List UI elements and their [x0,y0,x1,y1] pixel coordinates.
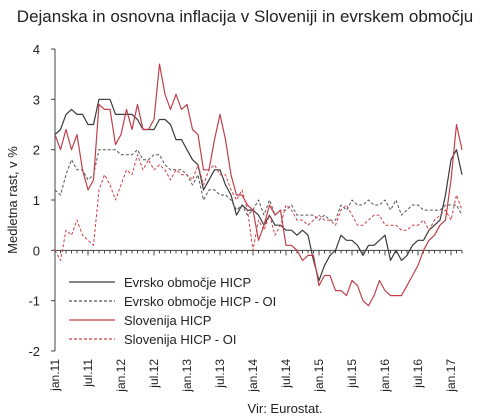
y-axis-label: Medletna rast, v % [5,146,20,254]
series-line-1 [54,98,463,282]
x-tick-label: jan.12 [114,359,128,393]
x-tick-label: jan.15 [312,359,326,393]
x-tick-label: jan.17 [444,359,458,393]
y-tick-label: 0 [33,243,40,258]
legend-label: Slovenija HICP [124,313,211,328]
x-tick-label: jul.11 [81,359,95,388]
legend: Evrsko območje HICP Evrsko območje HICP -… [69,275,276,347]
x-tick-label: jul.12 [147,359,161,389]
axes-layer: 4 3 2 1 0 -1 -2 jan.11 jul.11 jan.12 jul.12 jan.13 j… [28,42,463,393]
x-tick-label: jul.13 [213,359,227,389]
source-note: Vir: Eurostat. [248,401,323,416]
y-tick-label: 3 [33,92,40,107]
y-tick-label: 4 [33,42,40,57]
x-tick-label: jul.14 [279,359,293,389]
chart-title: Dejanska in osnovna inflacija v Slovenij… [16,7,474,26]
x-tick-label: jan.11 [48,359,62,392]
x-tick-label: jul.16 [411,359,425,389]
series-line-3 [54,63,463,307]
y-tick-label: -1 [28,294,40,309]
x-tick-label: jan.14 [246,359,260,393]
y-tick-label: -2 [28,344,40,359]
legend-label: Evrsko območje HICP [124,275,251,290]
legend-label: Evrsko območje HICP - OI [124,294,276,309]
y-tick-label: 2 [33,143,40,158]
series-line-2 [54,149,463,221]
y-tick-label: 1 [33,193,40,208]
x-tick-label: jul.15 [345,359,359,389]
legend-label: Slovenija HICP - OI [124,332,236,347]
series-line-4 [54,154,463,261]
x-tick-label: jan.13 [180,359,194,393]
x-tick-label: jan.16 [378,359,392,393]
series-layer [54,63,463,307]
